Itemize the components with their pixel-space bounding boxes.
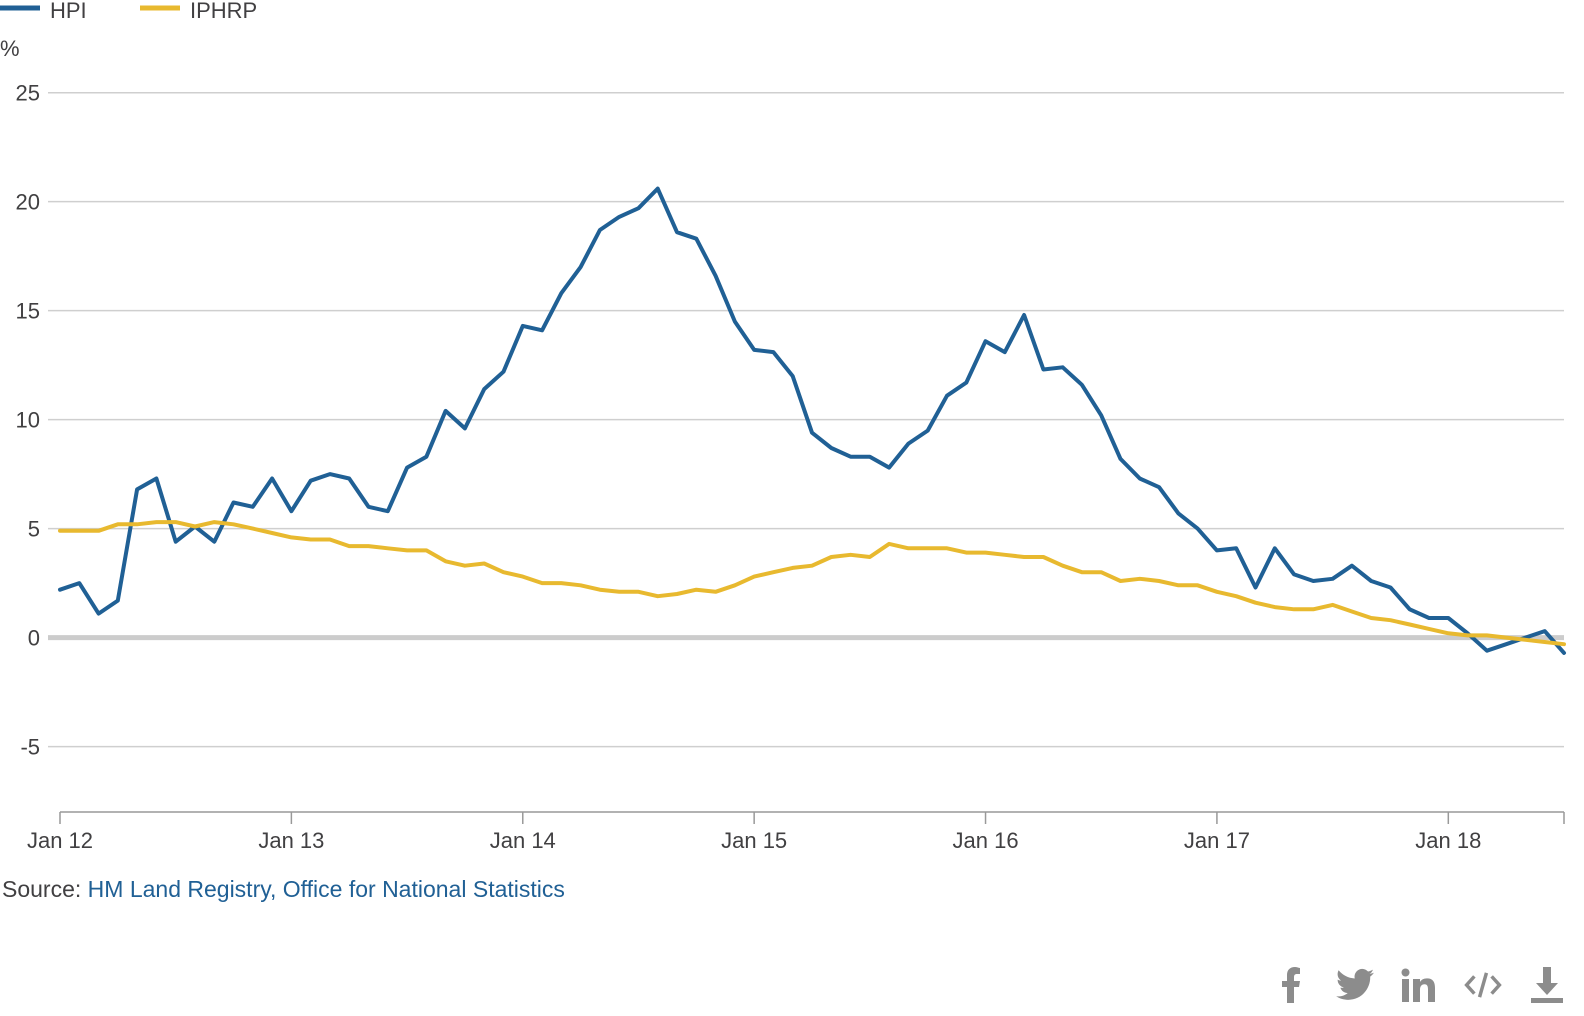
y-axis: -5 0 5 10 15 20 25 [16, 81, 40, 760]
legend-label: HPI [50, 0, 87, 23]
download-icon[interactable] [1528, 966, 1566, 1004]
x-tick-label: Jan 13 [258, 828, 324, 853]
series-line-iphrp [58, 520, 1566, 647]
legend-label: IPHRP [190, 0, 257, 23]
source-link[interactable]: HM Land Registry, Office for National St… [87, 876, 565, 902]
x-tick-label: Jan 15 [721, 828, 787, 853]
y-axis-unit-label: % [0, 36, 20, 61]
facebook-icon[interactable] [1272, 966, 1310, 1004]
y-tick-label: 5 [28, 517, 40, 542]
x-tick-label: Jan 16 [953, 828, 1019, 853]
x-tick-label: Jan 17 [1184, 828, 1250, 853]
share-bar [1272, 966, 1566, 1004]
x-tick-label: Jan 18 [1415, 828, 1481, 853]
x-tick-label: Jan 12 [27, 828, 93, 853]
y-tick-label: 20 [16, 190, 40, 215]
twitter-icon[interactable] [1336, 966, 1374, 1004]
embed-code-icon[interactable] [1464, 966, 1502, 1004]
series-lines [58, 186, 1566, 655]
y-tick-label: 15 [16, 299, 40, 324]
y-tick-label: -5 [20, 735, 40, 760]
source-note: Source: HM Land Registry, Office for Nat… [2, 876, 565, 903]
legend: HPI IPHRP [0, 0, 257, 23]
linkedin-icon[interactable] [1400, 966, 1438, 1004]
x-axis: Jan 12 Jan 13 Jan 14 Jan 15 Jan 16 Jan 17 Jan … [27, 811, 1565, 853]
y-tick-label: 0 [28, 626, 40, 651]
source-label: Source: [2, 876, 82, 902]
series-line-hpi [58, 186, 1566, 655]
y-tick-label: 25 [16, 81, 40, 106]
x-tick-label: Jan 14 [490, 828, 556, 853]
y-tick-label: 10 [16, 408, 40, 433]
